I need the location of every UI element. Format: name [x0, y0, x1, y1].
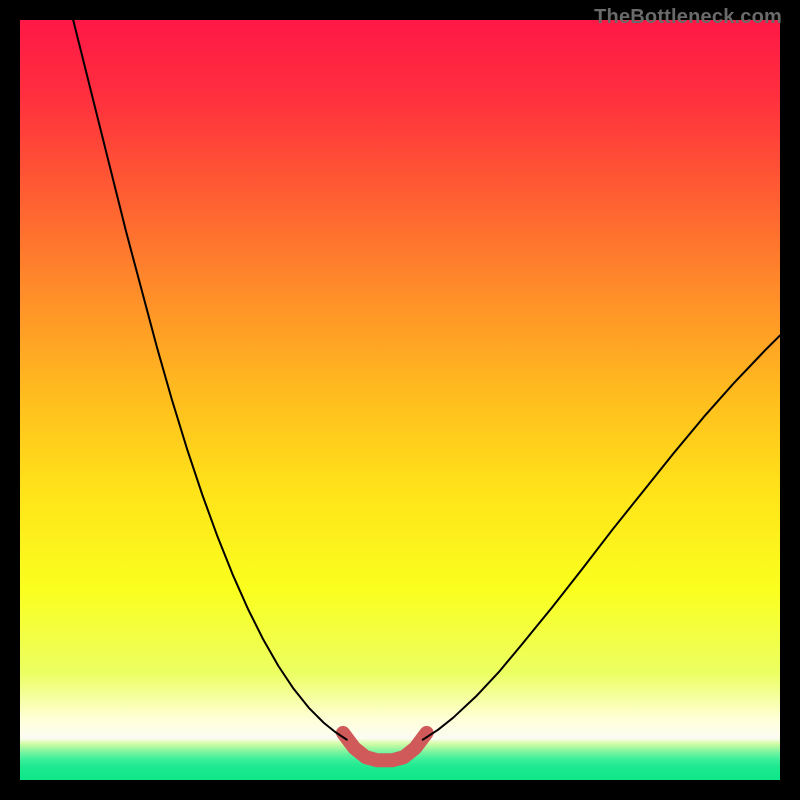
plot-background [20, 20, 780, 780]
watermark-text: TheBottleneck.com [594, 6, 782, 29]
chart-svg [0, 0, 800, 800]
chart-frame [0, 0, 800, 800]
